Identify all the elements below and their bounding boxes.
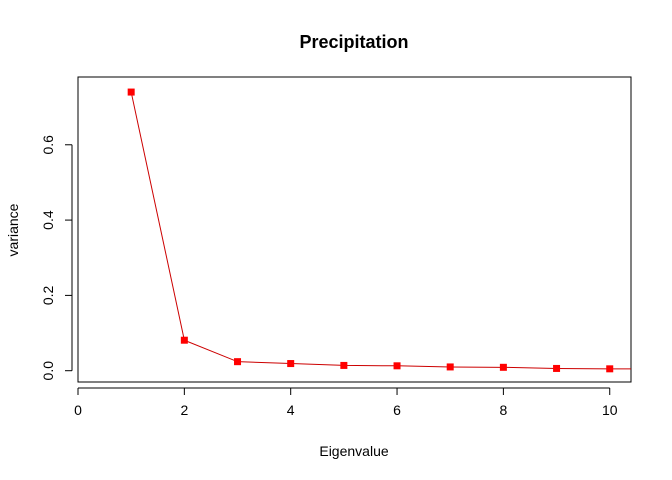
- data-point: [180, 336, 188, 344]
- data-point: [499, 363, 507, 371]
- y-tick-label: 0.6: [40, 135, 56, 155]
- series-group: [127, 88, 631, 373]
- data-point: [340, 361, 348, 369]
- x-tick-label: 0: [74, 402, 82, 418]
- series-line: [130, 91, 631, 370]
- x-tick-label: 10: [602, 402, 618, 418]
- x-tick-label: 4: [287, 402, 295, 418]
- plot-frame: [77, 76, 632, 383]
- data-point: [393, 362, 401, 370]
- data-point: [606, 365, 614, 373]
- x-tick-label: 2: [180, 402, 188, 418]
- y-axis-label: variance: [5, 203, 21, 256]
- y-axis: 0.0 0.2 0.4 0.6: [40, 135, 73, 381]
- y-tick-label: 0.0: [40, 361, 56, 381]
- data-point: [234, 358, 242, 366]
- data-point: [127, 88, 135, 96]
- x-tick-label: 8: [499, 402, 507, 418]
- y-tick-label: 0.4: [40, 210, 56, 230]
- data-point: [553, 364, 561, 372]
- chart-title: Precipitation: [299, 32, 408, 52]
- data-point: [287, 360, 295, 368]
- x-tick-label: 6: [393, 402, 401, 418]
- y-tick-label: 0.2: [40, 285, 56, 305]
- data-point: [446, 363, 454, 371]
- x-axis-label: Eigenvalue: [319, 443, 388, 459]
- x-axis: 0 2 4 6 8 10: [74, 387, 618, 418]
